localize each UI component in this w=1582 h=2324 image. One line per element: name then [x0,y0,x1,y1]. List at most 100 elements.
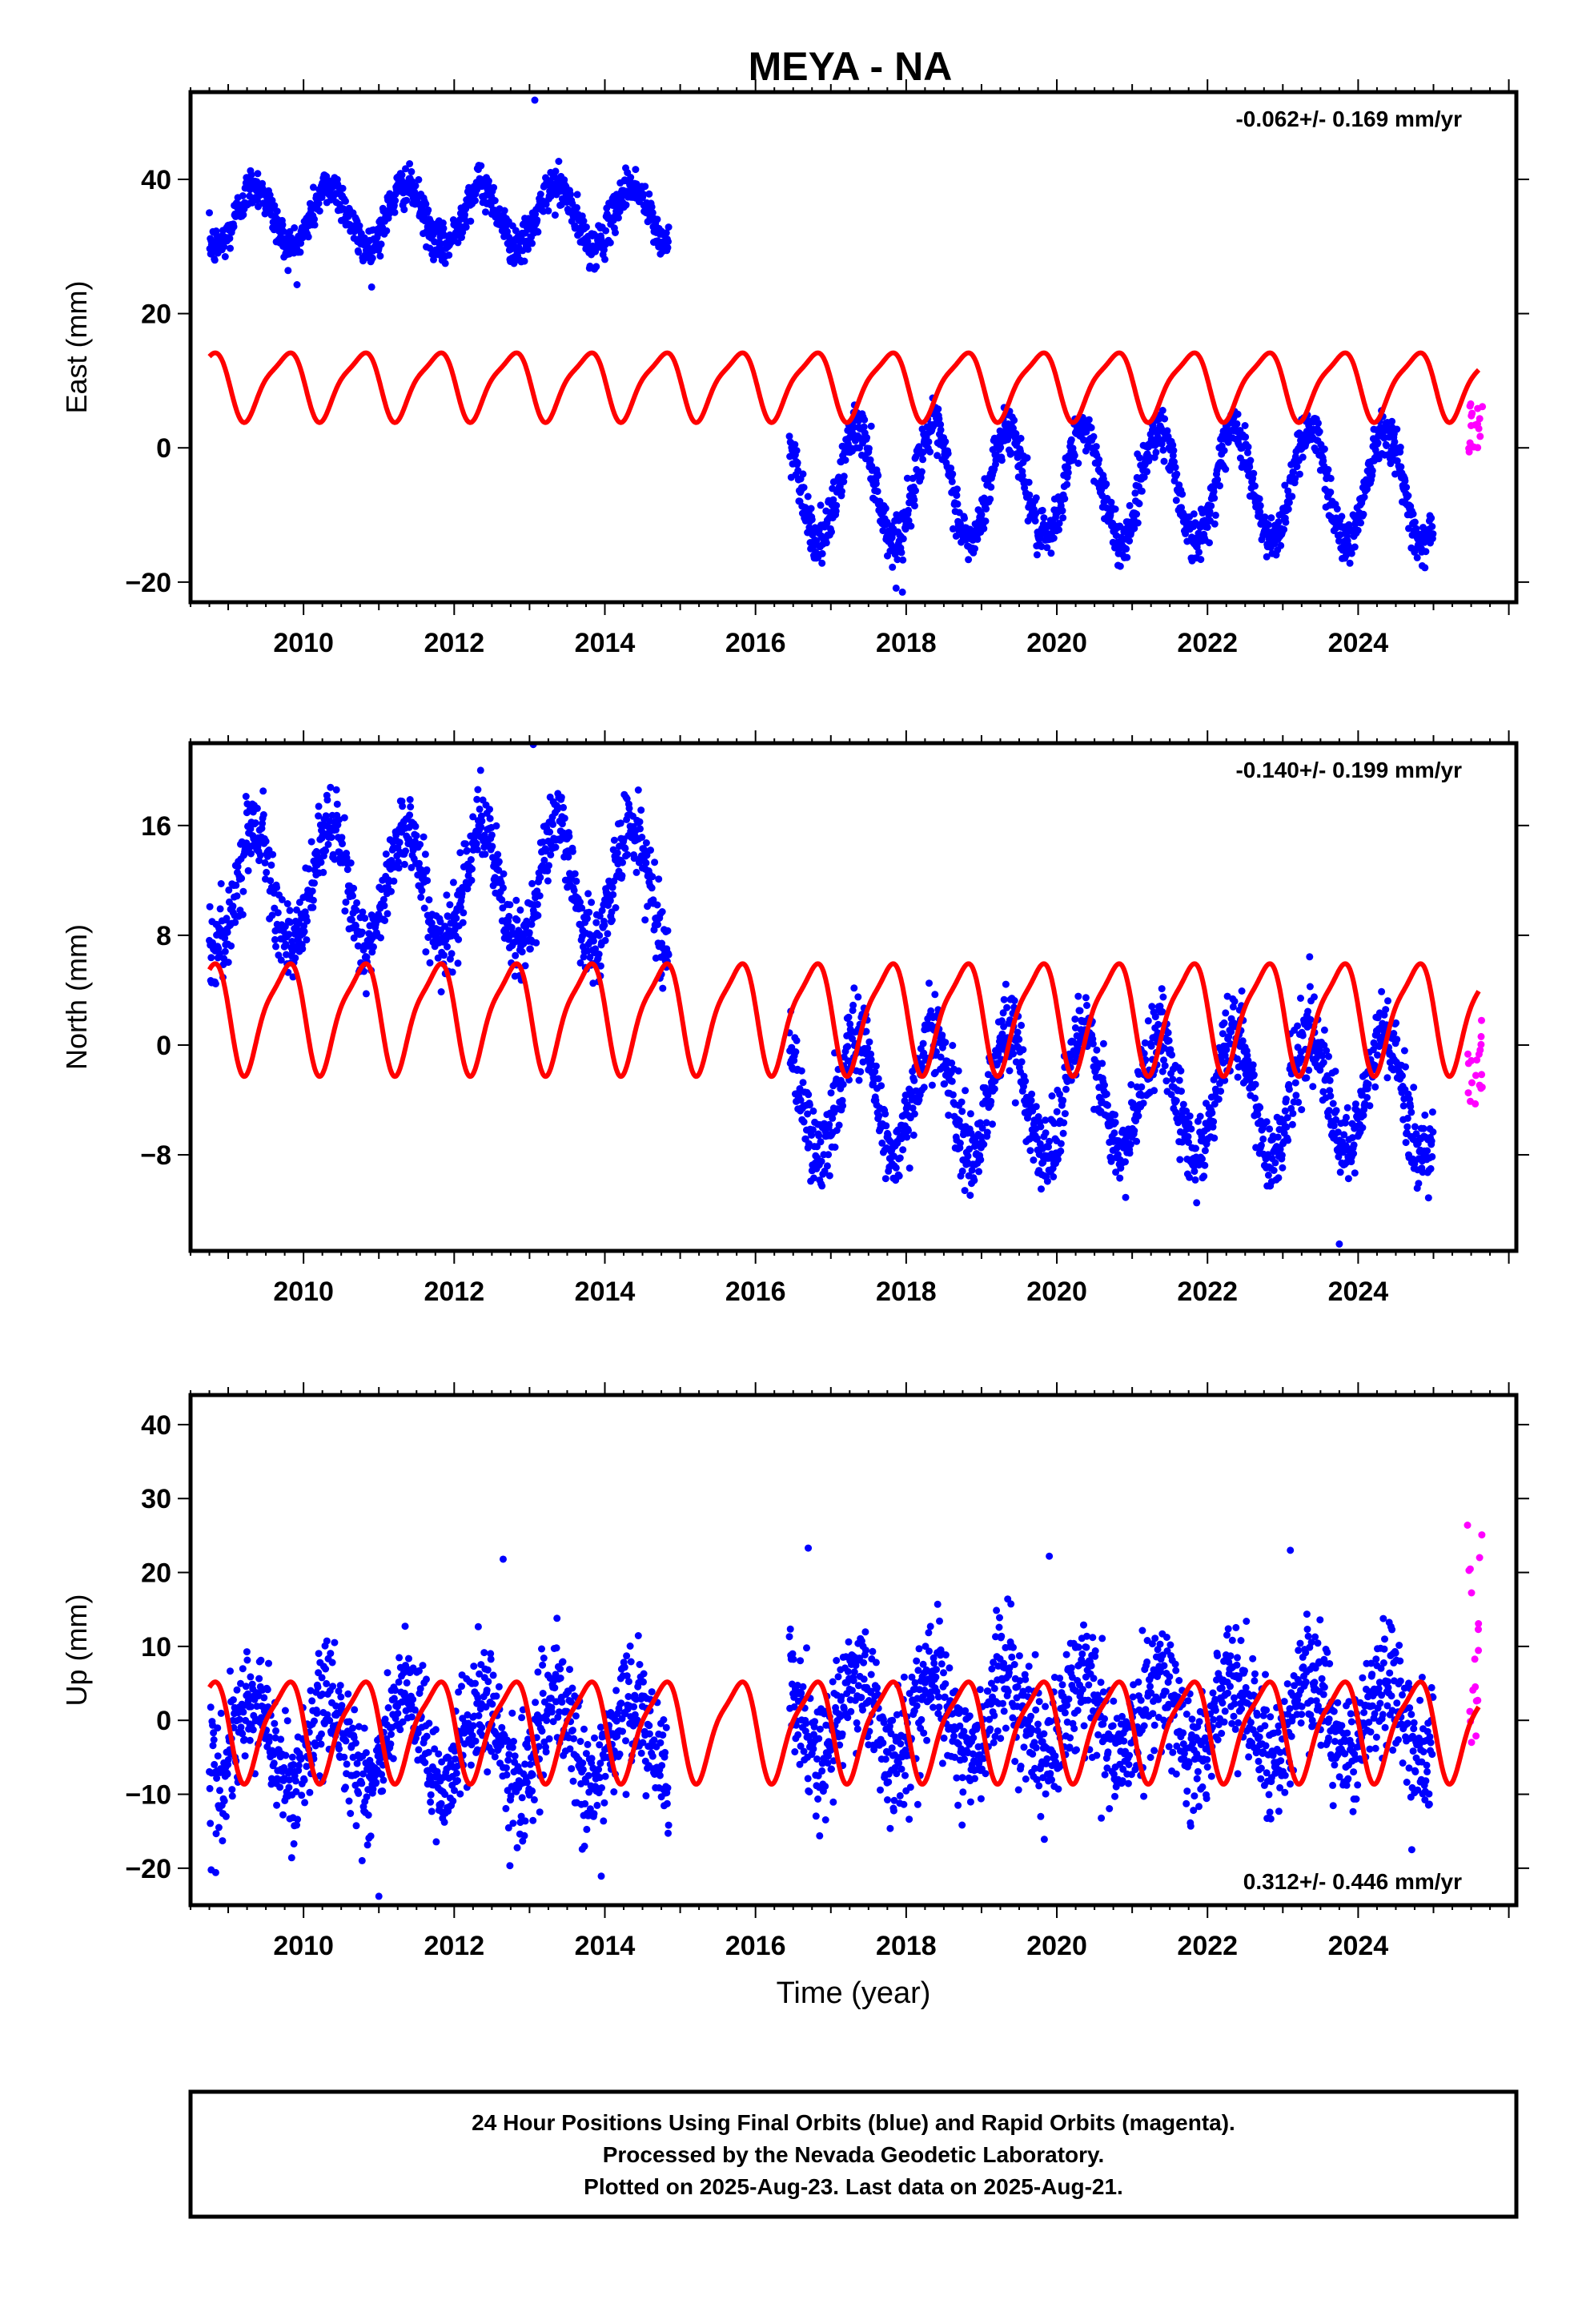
y-tick-label: −20 [125,568,171,598]
final-orbit-point [949,1091,957,1099]
final-orbit-point [998,456,1006,464]
final-orbit-point [1164,1029,1172,1037]
x-axis [190,79,1510,615]
final-orbit-point [1266,1125,1274,1133]
final-orbit-point [797,1096,805,1104]
final-orbit-point [528,239,536,247]
final-orbit-point [892,1164,900,1172]
final-orbit-point [1048,1092,1056,1100]
final-orbit-point [477,823,485,831]
final-orbit-point [426,959,434,967]
final-orbit-point [1388,417,1396,425]
final-orbit-point [1163,427,1171,435]
final-orbit-point [547,850,555,858]
final-orbit-point [1042,1116,1050,1124]
final-orbit-point [1107,1157,1115,1165]
final-orbit-point [576,899,584,906]
final-orbit-point [221,947,229,955]
final-orbit-point [955,1116,963,1124]
final-orbit-point [239,887,247,895]
final-orbit-point [367,283,375,291]
final-orbit-point [1219,1030,1227,1038]
final-orbit-point [1076,1007,1084,1015]
final-orbit-point [1067,436,1075,444]
final-orbit-point [436,918,444,926]
final-orbit-point [428,919,436,927]
final-orbit-point [1288,493,1296,501]
final-orbit-point [1315,419,1322,427]
final-orbit-point [291,954,299,962]
final-orbit-point [482,208,489,216]
final-orbit-point [793,459,801,467]
final-orbit-point [592,945,600,953]
final-orbit-point [665,951,673,959]
final-orbit-point [1116,562,1124,570]
final-orbit-point [521,229,529,237]
final-orbit-point [1234,410,1242,418]
final-orbit-point [1000,995,1008,1003]
final-orbit-point [504,227,512,235]
final-orbit-point [941,1080,949,1088]
final-orbit-point [1234,1073,1242,1081]
final-orbit-point [1193,1199,1201,1207]
final-orbit-point [952,532,960,540]
final-orbit-point [1015,1035,1023,1043]
final-orbit-point [1060,1119,1068,1127]
final-orbit-point [349,892,356,900]
final-orbit-point [500,884,507,892]
final-orbit-point [1145,453,1153,461]
final-orbit-point [418,887,426,895]
final-orbit-point [641,916,649,924]
final-orbit-point [1170,458,1178,466]
final-orbit-point [232,881,240,889]
final-orbit-point [390,877,398,885]
final-orbit-point [478,817,486,825]
final-orbit-point [1062,1085,1070,1093]
final-orbit-point [1087,424,1095,432]
final-orbit-point [863,434,871,441]
final-orbit-point [905,506,912,514]
final-orbit-point [557,794,565,802]
final-orbit-point [793,1036,801,1044]
final-orbit-point [506,901,514,909]
final-orbit-point [867,1050,875,1058]
final-orbit-point [458,890,466,898]
final-orbit-point [311,221,319,229]
final-orbit-point [1207,502,1215,510]
final-orbit-point [990,1085,998,1093]
final-orbit-point [1099,1039,1107,1047]
final-orbit-point [338,834,346,842]
rapid-orbit-point [1468,412,1476,420]
final-orbit-point [1303,1074,1311,1082]
final-orbit-point [1368,467,1376,475]
final-orbit-point [1257,1141,1265,1149]
final-orbit-point [949,1042,957,1049]
final-orbit-point [954,1067,962,1075]
final-orbit-point [1267,514,1275,522]
final-orbit-point [244,866,252,875]
final-orbit-point [1017,434,1025,442]
final-orbit-point [919,448,927,456]
final-orbit-point [949,525,957,533]
final-orbit-point [877,1082,885,1090]
final-orbit-point [1357,519,1365,527]
final-orbit-point [947,464,955,472]
final-orbit-point [1343,1104,1351,1112]
final-orbit-point [849,1007,857,1015]
final-orbit-point [239,911,247,919]
final-orbit-point [1304,1007,1312,1015]
final-orbit-point [978,1133,986,1141]
final-orbit-point [532,939,540,947]
final-orbit-point [1277,541,1285,549]
final-orbit-point [966,1192,974,1200]
final-orbit-point [965,556,973,564]
final-orbit-point [206,903,214,911]
final-orbit-point [1191,1176,1199,1184]
final-orbit-point [311,215,318,223]
final-orbit-point [1335,537,1343,545]
final-orbit-point [1239,1037,1247,1045]
final-orbit-point [1177,1067,1185,1075]
final-orbit-point [416,841,424,848]
final-orbit-point [614,214,622,222]
